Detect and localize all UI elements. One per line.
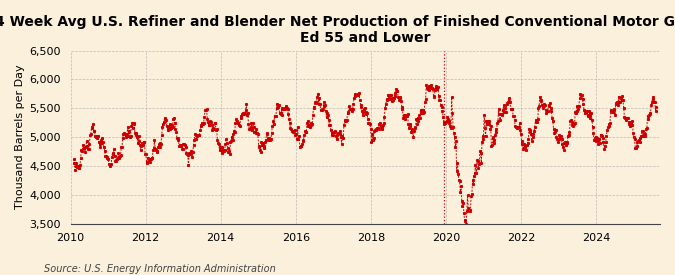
Y-axis label: Thousand Barrels per Day: Thousand Barrels per Day: [15, 65, 25, 210]
Text: Source: U.S. Energy Information Administration: Source: U.S. Energy Information Administ…: [44, 264, 275, 274]
Title: 4 Week Avg U.S. Refiner and Blender Net Production of Finished Conventional Moto: 4 Week Avg U.S. Refiner and Blender Net …: [0, 15, 675, 45]
